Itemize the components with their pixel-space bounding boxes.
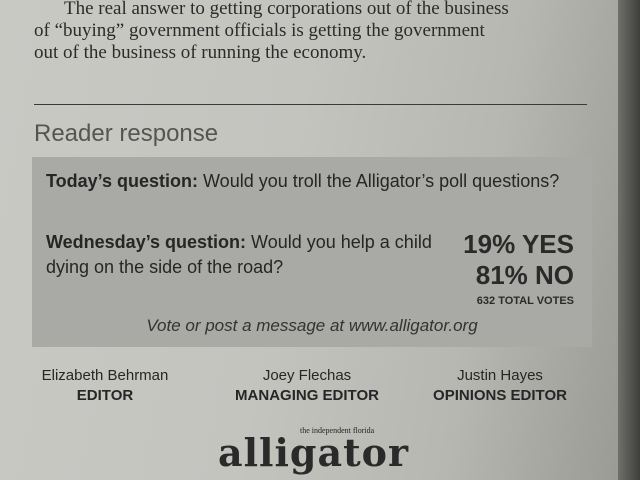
staff-editor: Elizabeth Behrman EDITOR	[30, 366, 180, 406]
staff-role: MANAGING EDITOR	[235, 387, 379, 404]
masthead-logo-block: the independent florida alligator	[218, 424, 438, 475]
article-paragraph: The real answer to getting corporations …	[34, 0, 594, 64]
no-result: 81% NO	[475, 260, 574, 290]
today-question-label: Today’s question:	[46, 171, 199, 191]
article-line: out of the business of running the econo…	[34, 42, 367, 63]
reader-response-heading: Reader response	[34, 120, 219, 147]
wednesday-question: Wednesday’s question: Would you help a c…	[46, 230, 436, 280]
poll-box: Today’s question: Would you troll the Al…	[32, 157, 592, 347]
total-votes: 632 TOTAL VOTES	[476, 295, 574, 307]
staff-opinions-editor: Justin Hayes OPINIONS EDITOR	[420, 366, 580, 406]
masthead-tagline: the independent florida	[300, 426, 375, 435]
newspaper-page: The real answer to getting corporations …	[0, 0, 618, 480]
background-edge	[618, 0, 640, 480]
today-question: Today’s question: Would you troll the Al…	[46, 169, 566, 194]
today-question-text: Would you troll the Alligator’s poll que…	[198, 171, 560, 191]
yes-result: 19% YES	[463, 229, 574, 259]
vote-prompt: Vote or post a message at www.alligator.…	[146, 316, 478, 335]
wednesday-question-text: Would you help a child dying on the side…	[46, 232, 432, 277]
article-line: of “buying” government officials is gett…	[34, 20, 485, 41]
staff-role: EDITOR	[76, 387, 134, 404]
section-divider	[34, 104, 587, 105]
article-line: The real answer to getting corporations …	[64, 0, 509, 19]
staff-managing-editor: Joey Flechas MANAGING EDITOR	[222, 366, 392, 406]
staff-name: Joey Flechas	[262, 367, 352, 384]
staff-name: Elizabeth Behrman	[41, 367, 169, 384]
alligator-logo: alligator	[218, 430, 410, 475]
staff-name: Justin Hayes	[457, 367, 543, 384]
wednesday-question-label: Wednesday’s question:	[46, 232, 247, 252]
staff-role: OPINIONS EDITOR	[433, 387, 567, 404]
